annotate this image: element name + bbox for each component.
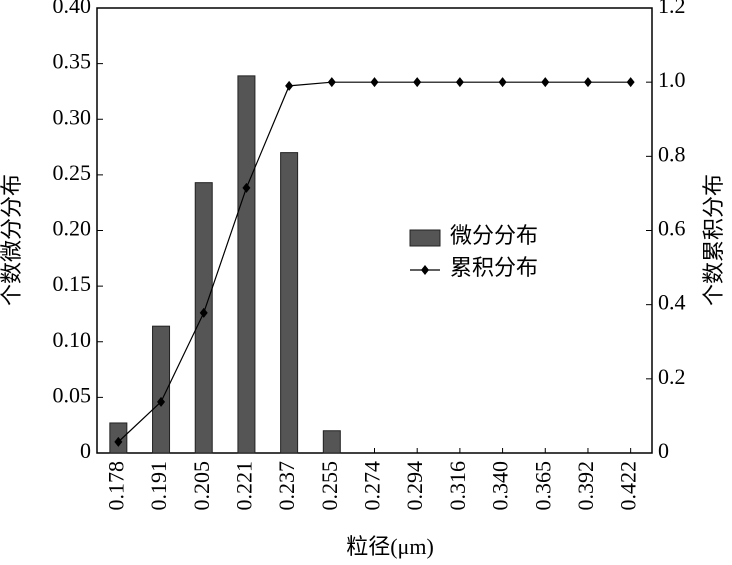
x-tick-label: 0.221 <box>231 461 256 511</box>
bar <box>194 182 213 454</box>
line-marker <box>327 77 336 88</box>
y2-tick-label: 1.2 <box>658 0 686 18</box>
line-marker <box>626 77 635 88</box>
x-tick-label: 0.392 <box>573 461 598 511</box>
bar <box>322 430 341 454</box>
y-tick-label: 0.35 <box>53 49 92 74</box>
line-marker <box>285 80 294 91</box>
line-marker <box>413 77 422 88</box>
y-tick-label: 0.15 <box>53 271 92 296</box>
legend-label: 微分分布 <box>450 223 538 248</box>
y2-tick-label: 1.0 <box>658 67 686 92</box>
legend-swatch <box>409 229 441 247</box>
x-tick-label: 0.294 <box>402 461 427 511</box>
y2-tick-label: 0.8 <box>658 141 686 166</box>
line-marker <box>242 182 251 193</box>
line-marker <box>157 396 166 407</box>
bar <box>152 325 171 454</box>
line-marker <box>541 77 550 88</box>
y-tick-label: 0.30 <box>53 104 92 129</box>
y-tick-label: 0 <box>80 438 91 463</box>
legend-marker <box>421 265 429 275</box>
x-tick-label: 0.274 <box>360 461 385 511</box>
bar <box>280 152 299 454</box>
x-tick-label: 0.255 <box>317 461 342 511</box>
x-axis-label: 粒径(μm) <box>346 534 434 559</box>
x-tick-label: 0.365 <box>530 461 555 511</box>
line-marker <box>370 77 379 88</box>
y2-axis-label: 个数累积分布 <box>701 174 726 306</box>
x-tick-label: 0.178 <box>103 461 128 511</box>
y2-tick-label: 0.2 <box>658 364 686 389</box>
legend-label: 累积分布 <box>450 255 538 280</box>
x-tick-label: 0.205 <box>189 461 214 511</box>
x-tick-label: 0.316 <box>445 461 470 511</box>
y-tick-label: 0.05 <box>53 382 92 407</box>
y-tick-label: 0.10 <box>53 327 92 352</box>
line-marker <box>455 77 464 88</box>
x-tick-label: 0.340 <box>488 461 513 511</box>
plot-frame <box>96 7 653 454</box>
y-tick-label: 0.40 <box>53 0 92 18</box>
x-tick-label: 0.237 <box>274 461 299 511</box>
y2-tick-label: 0.4 <box>658 290 686 315</box>
bar <box>237 75 256 454</box>
line-marker <box>498 77 507 88</box>
y-tick-label: 0.20 <box>53 216 92 241</box>
line-marker <box>114 436 123 447</box>
x-tick-label: 0.422 <box>616 461 641 511</box>
x-tick-label: 0.191 <box>146 461 171 511</box>
y2-tick-label: 0.6 <box>658 216 686 241</box>
y2-tick-label: 0 <box>658 438 669 463</box>
line-marker <box>199 307 208 318</box>
y-tick-label: 0.25 <box>53 160 92 185</box>
line-marker <box>583 77 592 88</box>
y-axis-label: 个数微分分布 <box>0 174 24 306</box>
